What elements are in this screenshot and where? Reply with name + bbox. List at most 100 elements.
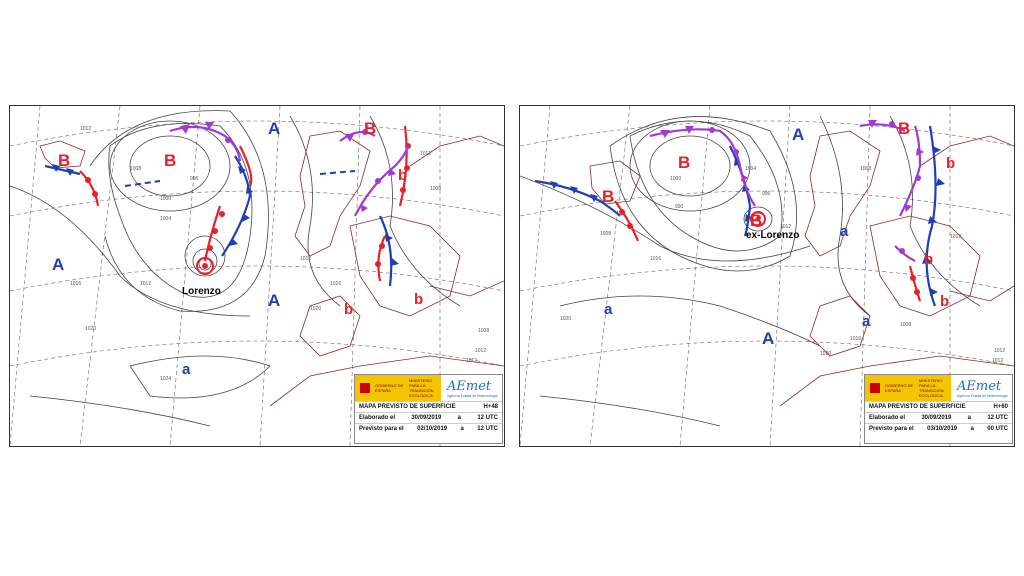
valid-at: a <box>460 426 464 432</box>
storm-core-icon <box>750 211 766 227</box>
isobar-label: 1012 <box>140 281 152 287</box>
isobar-label: 1012 <box>80 126 92 132</box>
isobar-label: 1024 <box>160 376 172 382</box>
legend-title: MAPA PREVISTO DE SUPERFICIE <box>869 404 966 410</box>
isobar-label: 1020 <box>820 351 832 357</box>
high-pressure-label: A <box>792 125 805 144</box>
low-pressure-label: B <box>678 153 691 172</box>
isobar-label: 1004 <box>745 166 757 172</box>
made-at: a <box>967 415 972 421</box>
isobar-label: 1016 <box>650 256 662 262</box>
legend-title-row: MAPA PREVISTO DE SUPERFICIE H+60 <box>865 401 1012 412</box>
map-base-graphics <box>520 106 1014 446</box>
legend-made-row: Elaborado el 30/09/2019 a 12 UTC <box>865 412 1012 423</box>
isobar-label: 1012 <box>780 224 792 230</box>
storm-core-icon <box>196 257 214 275</box>
isobar-label: 1016 <box>70 281 82 287</box>
isobar-label: 996 <box>762 191 771 197</box>
coat-of-arms-icon <box>868 381 882 395</box>
coat-of-arms-icon <box>358 381 372 395</box>
legend-title-row: MAPA PREVISTO DE SUPERFICIE H+48 <box>355 401 502 412</box>
map-legend: GOBIERNO DE ESPAÑA MINISTERIO PARA LA TR… <box>354 374 503 444</box>
isobar-label: 1012 <box>950 234 962 240</box>
valid-time: 12 UTC <box>477 426 498 432</box>
relative-low-label: b <box>414 291 424 308</box>
relative-low-label: b <box>344 301 354 318</box>
isobar-label: 1008 <box>900 322 912 328</box>
isobar-label: 1008 <box>478 328 490 334</box>
low-pressure-label: B <box>58 151 71 170</box>
isobar-label: 1000 <box>670 176 682 182</box>
isobar-label: 1008 <box>430 186 442 192</box>
made-date: 30/09/2019 <box>921 415 952 421</box>
valid-at: a <box>970 426 974 432</box>
made-time: 12 UTC <box>987 415 1008 421</box>
made-label: Elaborado el <box>869 415 906 421</box>
isobar-label: 1012 <box>992 358 1004 364</box>
valid-date: 02/10/2019 <box>417 426 448 432</box>
isobar-label: 1016 <box>330 281 342 287</box>
forecast-hour: H+60 <box>993 404 1008 410</box>
low-pressure-label: B <box>750 211 763 230</box>
valid-label: Previsto para el <box>359 426 404 432</box>
relative-low-label: b <box>940 293 950 310</box>
valid-time: 00 UTC <box>987 426 1008 432</box>
aemet-brand-sub: Agencia Estatal de Meteorología <box>447 393 498 398</box>
high-pressure-label: A <box>52 255 65 274</box>
legend-title: MAPA PREVISTO DE SUPERFICIE <box>359 404 456 410</box>
isobar-label: 1020 <box>310 306 322 312</box>
low-pressure-label: B <box>164 151 177 170</box>
relative-low-label: b <box>946 155 956 172</box>
legend-logos: GOBIERNO DE ESPAÑA MINISTERIO PARA LA TR… <box>355 375 502 401</box>
relative-low-label: b <box>398 167 408 184</box>
made-time: 12 UTC <box>477 415 498 421</box>
low-pressure-label: B <box>602 187 615 206</box>
isobar-label: 1008 <box>130 166 142 172</box>
isobar-label: 1012 <box>994 348 1006 354</box>
high-pressure-label: A <box>268 119 281 138</box>
isobar-label: 1012 <box>475 348 487 354</box>
made-label: Elaborado el <box>359 415 396 421</box>
relative-high-label: a <box>182 361 191 378</box>
legend-made-row: Elaborado el 30/09/2019 a 12 UTC <box>355 412 502 423</box>
aemet-logo: AEmet Agencia Estatal de Meteorología <box>951 375 1012 401</box>
made-date: 30/09/2019 <box>411 415 442 421</box>
weather-map-h48: B B B A A A b b b a Lorenzo 1012 1008 10… <box>9 105 505 447</box>
legend-valid-row: Previsto para el 02/10/2019 a 12 UTC <box>355 423 502 434</box>
made-at: a <box>457 415 462 421</box>
valid-label: Previsto para el <box>869 426 914 432</box>
aemet-logo: AEmet Agencia Estatal de Meteorología <box>441 375 502 401</box>
isobar-label: 1020 <box>560 316 572 322</box>
relative-high-label: a <box>862 313 871 330</box>
isobar-label: 996 <box>190 176 199 182</box>
storm-name-label: ex-Lorenzo <box>746 230 800 241</box>
isobar-label: 1004 <box>160 216 172 222</box>
low-pressure-label: B <box>364 119 377 138</box>
low-pressure-label: B <box>898 119 911 138</box>
isobar-label: 1012 <box>300 256 312 262</box>
aemet-brand: AEmet <box>447 378 492 394</box>
storm-name-label: Lorenzo <box>182 286 221 297</box>
isobar-label: 1020 <box>85 326 97 332</box>
government-label: GOBIERNO DE ESPAÑA <box>885 383 914 393</box>
forecast-hour: H+48 <box>483 404 498 410</box>
isobar-label: 1008 <box>860 166 872 172</box>
weather-map-h60: B B B B A A a a a b b b ex-Lorenzo 990 9… <box>519 105 1015 447</box>
aemet-brand-sub: Agencia Estatal de Meteorología <box>957 393 1008 398</box>
isobar-label: 1008 <box>600 231 612 237</box>
isobar-label: 1016 <box>850 336 862 342</box>
high-pressure-label: A <box>762 329 775 348</box>
high-pressure-label: A <box>268 291 281 310</box>
isobar-label: 1012 <box>420 151 432 157</box>
ministry-label: MINISTERIO PARA LA TRANSICIÓN ECOLÓGICA <box>919 378 944 398</box>
relative-high-label: a <box>604 301 613 318</box>
legend-valid-row: Previsto para el 03/10/2019 a 00 UTC <box>865 423 1012 434</box>
relative-low-label: b <box>924 251 934 268</box>
map-base-graphics <box>10 106 504 446</box>
isobar-label: 1012 <box>466 358 478 364</box>
isobar-label: 990 <box>675 204 684 210</box>
isobar-label: 1000 <box>160 196 172 202</box>
valid-date: 03/10/2019 <box>927 426 958 432</box>
aemet-brand: AEmet <box>957 378 1002 394</box>
government-label: GOBIERNO DE ESPAÑA <box>375 383 404 393</box>
